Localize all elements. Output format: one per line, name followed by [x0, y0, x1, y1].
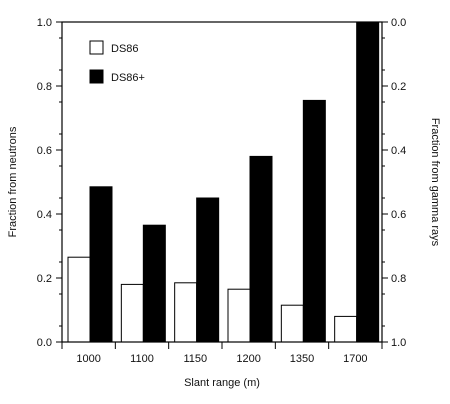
- x-tick-label: 1700: [343, 353, 367, 365]
- bars-group: [67, 21, 380, 343]
- bar-ds86-1350: [280, 304, 304, 343]
- y2-tick-label: 0.6: [391, 209, 406, 221]
- bar-ds86-1000: [89, 186, 113, 343]
- x-tick-label: 1200: [236, 353, 260, 365]
- bar-ds86-1150: [174, 282, 198, 343]
- y-tick-label: 1.0: [37, 17, 52, 29]
- bar-ds86-1150: [196, 197, 220, 343]
- x-tick-label: 1350: [290, 353, 314, 365]
- x-tick-label: 1000: [76, 353, 100, 365]
- y-tick-label: 0.0: [37, 337, 52, 349]
- y2-tick-label: 0.4: [391, 145, 406, 157]
- y2-axis-title: Fraction from gamma rays: [429, 118, 441, 247]
- y2-tick-label: 0.0: [391, 17, 406, 29]
- legend-label-ds86: DS86+: [111, 72, 145, 84]
- axes-group: 0.0 0.2 0.4 0.6 0.8 1.0 1.0 0.8 0.6 0.4 0.2 0.0 1000…: [37, 17, 407, 365]
- bar-ds86-1700: [334, 315, 358, 343]
- y2-tick-label: 0.8: [391, 273, 406, 285]
- y-tick-label: 0.4: [37, 209, 52, 221]
- y2-tick-label: 1.0: [391, 337, 406, 349]
- legend-swatch-ds86: [89, 40, 104, 55]
- bar-ds86-1350: [302, 99, 326, 343]
- bar-ds86-1200: [227, 288, 251, 343]
- y2-tick-label: 0.2: [391, 81, 406, 93]
- legend: DS86 DS86+: [89, 40, 145, 84]
- x-tick-label: 1150: [184, 353, 208, 365]
- x-axis-title: Slant range (m): [184, 377, 260, 389]
- x-tick-label: 1100: [130, 353, 154, 365]
- bar-ds86-1000: [67, 256, 91, 343]
- y-tick-label: 0.2: [37, 273, 52, 285]
- bar-ds86-1100: [142, 224, 166, 343]
- bar-ds86-1100: [120, 283, 144, 343]
- y-tick-label: 0.6: [37, 145, 52, 157]
- legend-swatch-ds86: [89, 69, 104, 84]
- legend-label-ds86: DS86: [111, 43, 139, 55]
- bar-ds86-1700: [356, 21, 380, 343]
- y-axis-title: Fraction from neutrons: [7, 126, 19, 237]
- bar-ds86-1200: [249, 155, 273, 343]
- y-tick-label: 0.8: [37, 81, 52, 93]
